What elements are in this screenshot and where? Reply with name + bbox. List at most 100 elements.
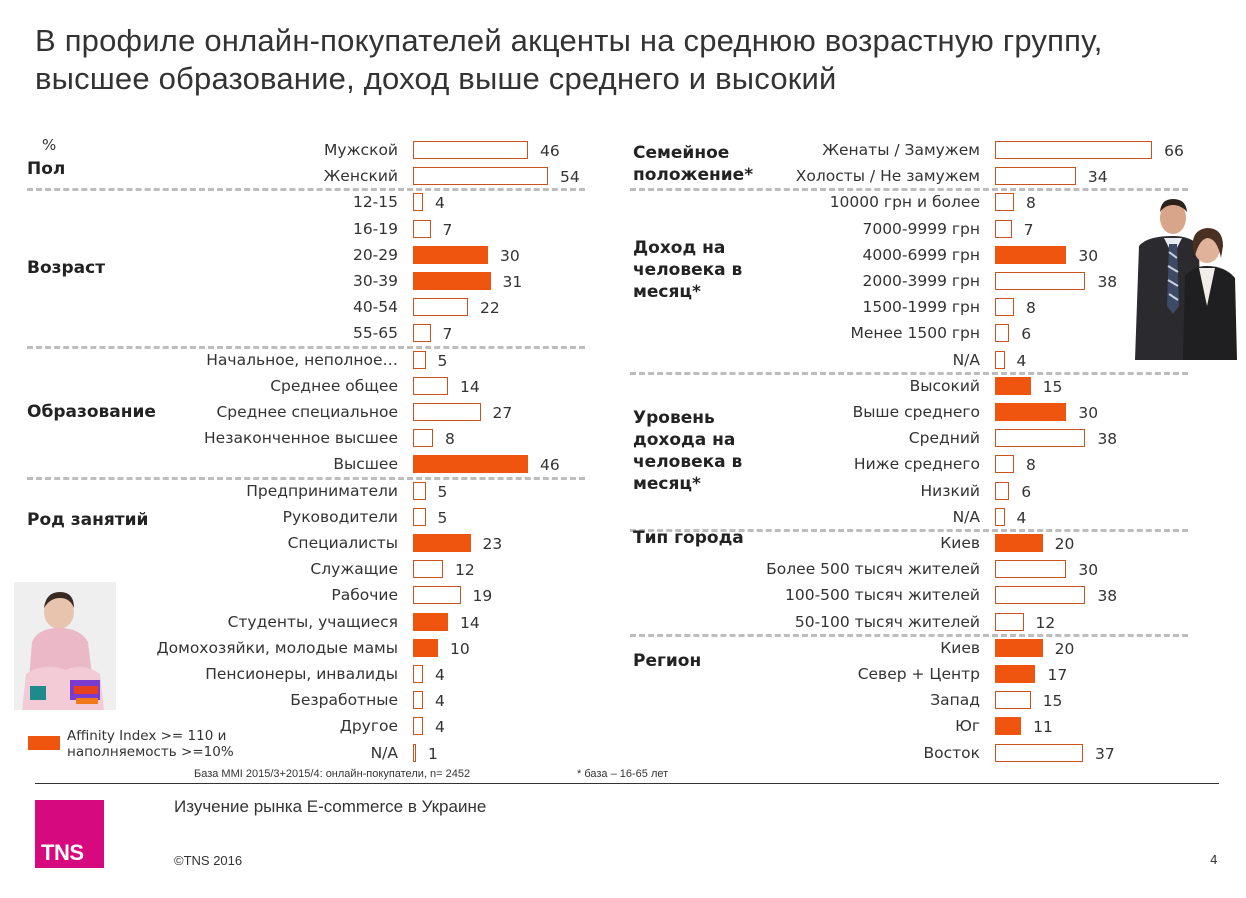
bar-value: 1: [428, 744, 438, 763]
asterisk-note: * база – 16-65 лет: [577, 768, 669, 780]
bar: [995, 743, 1084, 762]
copyright: ©TNS 2016: [174, 853, 243, 868]
bar-value: 17: [1047, 666, 1068, 684]
bar-value: 54: [560, 168, 580, 187]
bar-value: 15: [1042, 692, 1063, 711]
bar-label: Высокий: [909, 376, 980, 395]
bar-label: Средний: [908, 429, 980, 448]
bar-value: 6: [1021, 325, 1032, 344]
bar-value: 6: [1021, 482, 1032, 501]
bar-label: Киев: [940, 638, 980, 657]
bar-value: 8: [1026, 299, 1036, 318]
group-separator: [630, 371, 1188, 375]
bar-label: Женский: [323, 167, 398, 186]
bar-value: 8: [445, 430, 455, 449]
bar-label: 2000-3999 грн: [862, 272, 980, 290]
footer-divider: [35, 783, 1219, 784]
bar-value: 7: [442, 325, 453, 344]
group-label: Образование: [27, 402, 156, 422]
bar-label: 55-65: [352, 324, 398, 343]
group-separator: [630, 633, 1188, 637]
bar: [995, 638, 1043, 657]
bar-label: Высшее: [333, 455, 398, 474]
bar: [413, 403, 481, 421]
bar-label: Низкий: [920, 481, 980, 500]
bar-label: 20-29: [352, 245, 398, 264]
bar-label: Пенсионеры, инвалиды: [205, 665, 398, 683]
bar-label: Женаты / Замужем: [822, 141, 980, 159]
bar-value: 5: [437, 351, 448, 370]
bar: [995, 324, 1010, 343]
bar-label: Специалисты: [287, 534, 398, 552]
bar: [413, 665, 423, 683]
legend-swatch: [28, 736, 60, 750]
legend-text: Affinity Index >= 110 и наполняемость >=…: [67, 728, 267, 760]
bar: [995, 298, 1015, 317]
bar: [413, 612, 448, 631]
bar: [413, 272, 491, 290]
bar: [413, 167, 548, 186]
bar-value: 46: [540, 142, 560, 160]
bar-label: Менее 1500 грн: [850, 324, 980, 343]
bar-label: 12-15: [352, 193, 398, 212]
bar: [413, 481, 426, 500]
group-label: Возраст: [27, 257, 106, 278]
bar-value: 23: [482, 535, 503, 553]
bar-label: Студенты, учащиеся: [227, 612, 398, 631]
bar-label: 100-500 тысяч жителей: [784, 586, 980, 605]
bar: [995, 272, 1086, 290]
bar-label: 7000-9999 грн: [862, 219, 980, 238]
bar-value: 4: [1016, 351, 1027, 370]
group-separator: [27, 476, 585, 480]
bar-value: 31: [502, 273, 523, 291]
bar-value: 30: [1078, 246, 1099, 265]
bar-value: 37: [1095, 744, 1115, 763]
bar: [413, 376, 448, 395]
bar-label: N/A: [952, 350, 980, 369]
bar-label: Ниже среднего: [853, 455, 980, 474]
bar-label: Запад: [930, 691, 980, 710]
bar-label: Более 500 тысяч жителей: [766, 560, 980, 579]
bar-value: 4: [435, 666, 445, 684]
base-note: База MMI 2015/3+2015/4: онлайн-покупател…: [194, 768, 471, 780]
bar-value: 19: [472, 587, 493, 606]
bar-value: 4: [435, 194, 445, 213]
group-label: Уровень дохода на человека в месяц*: [633, 408, 743, 495]
bar-value: 30: [1078, 561, 1099, 580]
bar-value: 8: [1026, 456, 1036, 475]
group-label: Семейное положение*: [633, 143, 754, 185]
bar: [413, 245, 488, 264]
bar: [413, 743, 416, 762]
group-separator: [630, 188, 1188, 192]
bar: [413, 350, 426, 369]
bar: [995, 481, 1010, 500]
bar-value: 7: [1023, 220, 1034, 239]
bar-value: 5: [437, 482, 448, 501]
bar-label: Киев: [940, 534, 980, 552]
bar-label: N/A: [370, 743, 398, 762]
bar-value: 38: [1097, 430, 1118, 449]
bar: [413, 560, 443, 579]
bar: [995, 193, 1015, 212]
group-separator: [630, 529, 1188, 532]
tns-logo: TNS: [35, 800, 104, 868]
bar: [995, 429, 1086, 448]
bar-label: Предприниматели: [246, 481, 398, 500]
bar-label: Восток: [923, 743, 980, 762]
bar: [413, 298, 468, 317]
business-people-photo: [1131, 196, 1239, 360]
study-title: Изучение рынка E-commerce в Украине: [174, 797, 487, 816]
bar-value: 38: [1097, 273, 1118, 291]
bar-label: 30-39: [352, 272, 398, 290]
legend-label: Affinity Index >= 110 и наполняемость >=…: [67, 728, 234, 760]
bar: [995, 455, 1015, 474]
bar-value: 14: [460, 613, 480, 632]
bar-label: 40-54: [352, 298, 398, 317]
bar-label: Другое: [339, 717, 398, 736]
bar: [995, 403, 1067, 421]
bar-value: 30: [1078, 404, 1099, 422]
bar-value: 27: [492, 404, 513, 422]
bar-label: Выше среднего: [852, 403, 980, 421]
bar-value: 38: [1097, 587, 1118, 606]
bar: [413, 324, 431, 343]
